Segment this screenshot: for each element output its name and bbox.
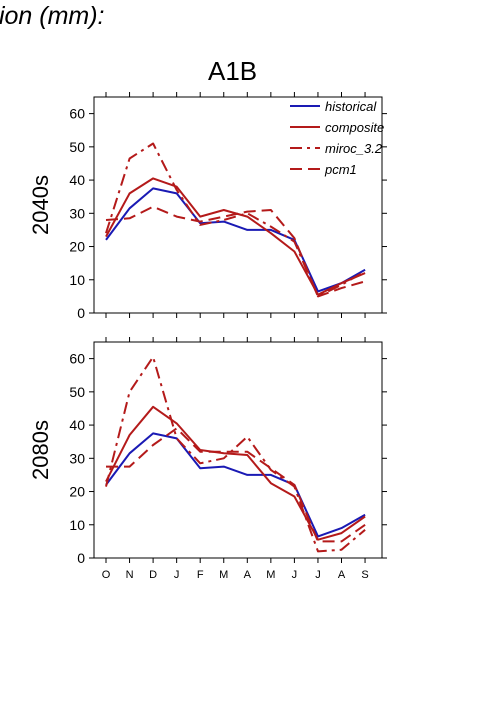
y-tick-label: 60 [69,351,85,367]
y-tick-label: 30 [69,205,85,221]
x-tick-label: D [149,569,157,581]
y-axis-label: 2080s [28,420,53,480]
y-tick-label: 20 [69,484,85,500]
x-tick-label: J [315,569,321,581]
x-tick-label: A [338,569,346,581]
series-line-historical [105,187,366,293]
y-tick-label: 50 [69,384,85,400]
legend-label: pcm1 [324,162,357,177]
plot-frame-2080s [93,341,383,559]
y-tick-label: 30 [69,450,85,466]
y-tick-label: 20 [69,239,85,255]
y-tick-label: 40 [69,172,85,188]
x-tick-label: J [292,569,298,581]
plot-frame-2040s [93,96,383,314]
y-tick-label: 0 [77,550,85,566]
series-line-pcm1 [106,427,366,543]
x-tick-label: M [266,569,275,581]
x-tick-label: O [102,569,111,581]
series-line-miroc-3-2 [105,356,366,553]
y-axis-label: 2040s [28,175,53,235]
legend-label: miroc_3.2 [325,141,383,156]
x-tick-label: S [361,569,368,581]
series-line-composite [105,405,366,541]
legend-label: composite [325,120,384,135]
y-tick-label: 50 [69,139,85,155]
y-tick-label: 0 [77,305,85,321]
x-tick-label: F [197,569,204,581]
y-tick-label: 10 [69,517,85,533]
legend-label: historical [325,99,377,114]
x-tick-label: M [219,569,228,581]
x-tick-label: A [244,569,252,581]
series-line-historical [105,432,366,538]
x-tick-label: N [126,569,134,581]
y-tick-label: 60 [69,106,85,122]
y-tick-label: 40 [69,417,85,433]
panel-title: A1B [208,56,258,86]
y-tick-label: 10 [69,272,85,288]
page-title: tion (mm): [0,2,105,30]
x-tick-label: J [174,569,180,581]
series-line-pcm1 [105,205,366,298]
